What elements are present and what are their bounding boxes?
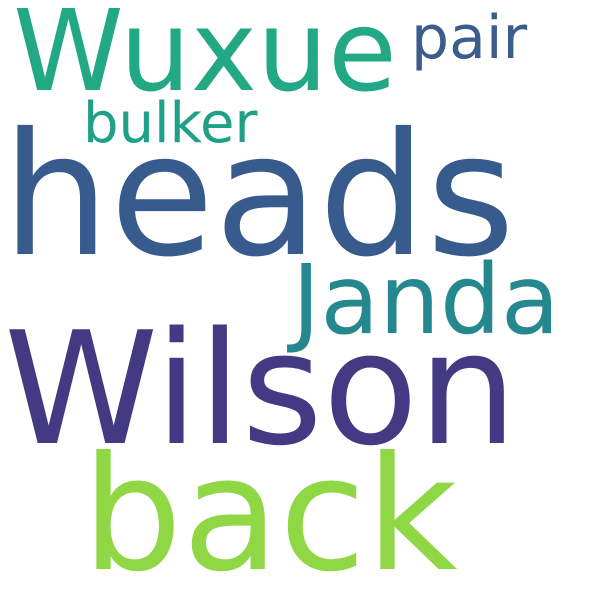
word-heads: heads xyxy=(2,97,515,295)
word-wuxue: Wuxue xyxy=(13,0,397,117)
word-wilson: Wilson xyxy=(4,298,518,480)
word-back: back xyxy=(82,423,458,600)
word-janda: Janda xyxy=(292,244,560,356)
word-pair: pair xyxy=(411,3,528,73)
word-bulker: bulker xyxy=(83,91,258,156)
